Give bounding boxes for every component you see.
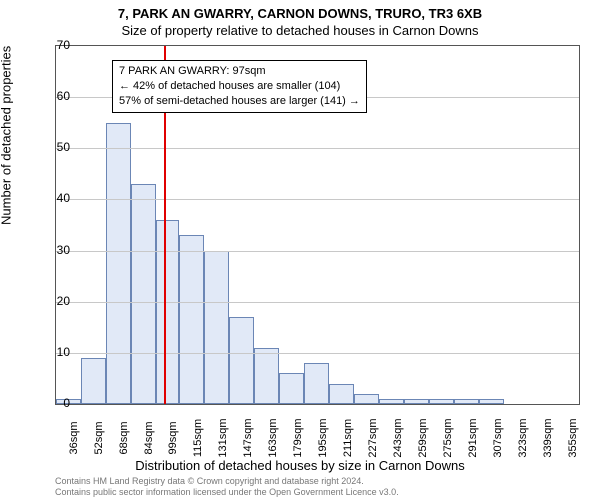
histogram-bar <box>404 399 429 404</box>
plot-area: 36sqm52sqm68sqm84sqm99sqm115sqm131sqm147… <box>55 45 580 405</box>
attribution-line1: Contains HM Land Registry data © Crown c… <box>55 476 399 487</box>
attribution-line2: Contains public sector information licen… <box>55 487 399 498</box>
histogram-bar <box>329 384 354 404</box>
y-tick-label: 20 <box>40 294 70 308</box>
histogram-bar <box>254 348 279 404</box>
y-tick-label: 50 <box>40 140 70 154</box>
histogram-bar <box>229 317 254 404</box>
histogram-bar <box>279 373 304 404</box>
chart-title-address: 7, PARK AN GWARRY, CARNON DOWNS, TRURO, … <box>0 6 600 21</box>
gridline <box>56 251 579 252</box>
gridline <box>56 199 579 200</box>
y-tick-label: 0 <box>40 396 70 410</box>
histogram-chart: 7, PARK AN GWARRY, CARNON DOWNS, TRURO, … <box>0 0 600 500</box>
y-tick-label: 60 <box>40 89 70 103</box>
histogram-bar <box>179 235 204 404</box>
y-tick-label: 70 <box>40 38 70 52</box>
histogram-bar <box>156 220 179 404</box>
x-axis-label: Distribution of detached houses by size … <box>0 458 600 473</box>
annotation-line2: ← 42% of detached houses are smaller (10… <box>119 79 360 94</box>
histogram-bar <box>379 399 404 404</box>
y-tick-label: 40 <box>40 191 70 205</box>
y-axis-label: Number of detached properties <box>0 46 14 225</box>
annotation-box: 7 PARK AN GWARRY: 97sqm ← 42% of detache… <box>112 60 367 113</box>
chart-subtitle: Size of property relative to detached ho… <box>0 23 600 38</box>
y-tick-label: 10 <box>40 345 70 359</box>
gridline <box>56 148 579 149</box>
attribution: Contains HM Land Registry data © Crown c… <box>55 476 399 498</box>
histogram-bar <box>479 399 504 404</box>
histogram-bar <box>304 363 329 404</box>
histogram-bar <box>354 394 379 404</box>
y-tick-label: 30 <box>40 243 70 257</box>
histogram-bar <box>429 399 454 404</box>
gridline <box>56 302 579 303</box>
histogram-bar <box>106 123 131 404</box>
histogram-bar <box>131 184 156 404</box>
annotation-line3: 57% of semi-detached houses are larger (… <box>119 94 360 109</box>
gridline <box>56 353 579 354</box>
histogram-bar <box>204 251 229 404</box>
histogram-bar <box>454 399 479 404</box>
annotation-line1: 7 PARK AN GWARRY: 97sqm <box>119 64 360 79</box>
histogram-bar <box>81 358 106 404</box>
